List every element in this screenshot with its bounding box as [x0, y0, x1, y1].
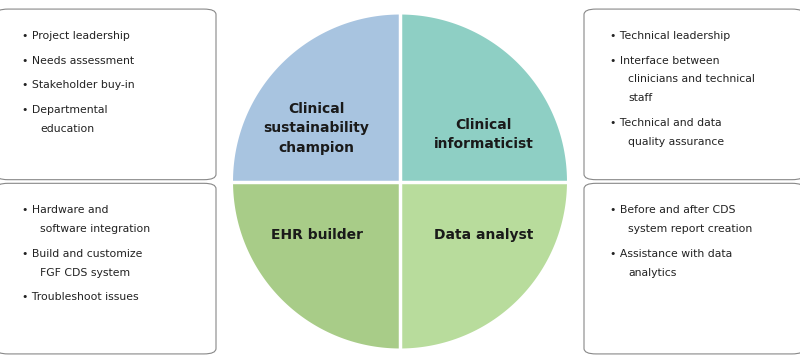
Text: • Project leadership: • Project leadership [22, 31, 130, 41]
FancyBboxPatch shape [0, 183, 216, 354]
Text: clinicians and technical: clinicians and technical [628, 74, 755, 85]
Text: • Departmental: • Departmental [22, 105, 108, 115]
Text: EHR builder: EHR builder [270, 228, 362, 242]
Text: • Assistance with data: • Assistance with data [610, 249, 733, 259]
Polygon shape [233, 182, 400, 348]
Polygon shape [233, 15, 400, 182]
Text: quality assurance: quality assurance [628, 137, 724, 147]
Text: FGF CDS system: FGF CDS system [40, 268, 130, 278]
Polygon shape [400, 15, 567, 182]
Text: staff: staff [628, 93, 652, 103]
Text: • Build and customize: • Build and customize [22, 249, 142, 259]
FancyBboxPatch shape [584, 9, 800, 180]
Text: • Troubleshoot issues: • Troubleshoot issues [22, 292, 139, 302]
Text: Clinical
sustainability
champion: Clinical sustainability champion [263, 102, 370, 155]
Text: system report creation: system report creation [628, 224, 752, 234]
Text: • Interface between: • Interface between [610, 56, 720, 66]
Text: • Needs assessment: • Needs assessment [22, 56, 134, 66]
Text: software integration: software integration [40, 224, 150, 234]
FancyBboxPatch shape [584, 183, 800, 354]
Text: analytics: analytics [628, 268, 676, 278]
Text: education: education [40, 124, 94, 134]
Text: Clinical
informaticist: Clinical informaticist [434, 118, 534, 151]
Polygon shape [400, 182, 567, 348]
Text: • Before and after CDS: • Before and after CDS [610, 205, 736, 215]
FancyBboxPatch shape [0, 9, 216, 180]
Text: • Technical leadership: • Technical leadership [610, 31, 730, 41]
Text: • Hardware and: • Hardware and [22, 205, 109, 215]
Text: • Stakeholder buy-in: • Stakeholder buy-in [22, 80, 135, 90]
Text: Data analyst: Data analyst [434, 228, 533, 242]
Text: • Technical and data: • Technical and data [610, 118, 722, 128]
